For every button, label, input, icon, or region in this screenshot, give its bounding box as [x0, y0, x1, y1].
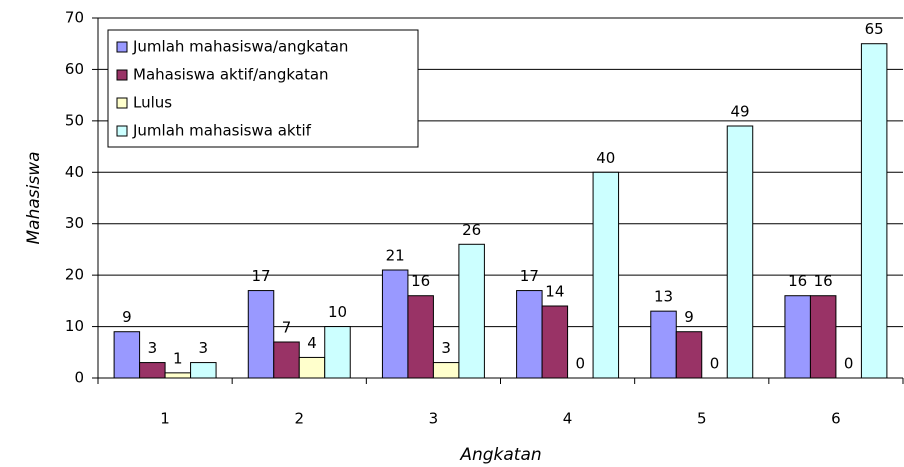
legend-swatch [116, 125, 128, 137]
data-label: 65 [865, 20, 884, 38]
data-label: 9 [684, 308, 694, 326]
y-tick-label: 20 [65, 266, 84, 284]
legend-label: Lulus [133, 94, 172, 112]
y-tick-label: 60 [65, 60, 84, 78]
data-label: 13 [654, 288, 673, 306]
bar [324, 326, 351, 379]
x-tick-label: 3 [429, 410, 439, 428]
data-label: 14 [545, 283, 564, 301]
data-label: 16 [814, 272, 833, 290]
data-label: 17 [251, 267, 270, 285]
data-label: 3 [441, 339, 451, 357]
data-label: 0 [844, 355, 854, 373]
legend-label: Jumlah mahasiswa/angkatan [132, 38, 348, 56]
y-axis-title: Mahasiswa [24, 151, 44, 244]
legend-label: Mahasiswa aktif/angkatan [133, 66, 329, 84]
bar [113, 331, 141, 379]
data-label: 49 [730, 103, 749, 121]
bar [164, 372, 192, 379]
bar [298, 356, 326, 379]
bar [726, 125, 754, 379]
bar [809, 295, 837, 379]
bar [273, 341, 300, 379]
y-tick-label: 30 [65, 214, 84, 232]
data-label: 1 [173, 349, 183, 367]
data-label: 16 [411, 272, 430, 290]
x-tick-label: 6 [831, 410, 841, 428]
bar [592, 171, 620, 379]
y-tick-label: 0 [74, 369, 84, 387]
data-label: 4 [307, 334, 317, 352]
legend-box [107, 29, 419, 148]
data-label: 3 [148, 339, 158, 357]
bar [860, 43, 888, 379]
data-label: 7 [282, 319, 292, 337]
bar [247, 290, 275, 379]
bar [458, 243, 485, 379]
y-tick-label: 40 [65, 163, 84, 181]
data-label: 0 [576, 355, 586, 373]
data-label: 16 [788, 272, 807, 290]
bar [190, 362, 217, 379]
data-label: 21 [386, 247, 405, 265]
data-label: 9 [122, 308, 132, 326]
x-tick-label: 5 [697, 410, 707, 428]
legend: Jumlah mahasiswa/angkatan Mahasiswa aktif… [107, 29, 419, 148]
data-label: 10 [328, 303, 347, 321]
bar [432, 362, 460, 379]
data-label: 26 [462, 221, 481, 239]
bar [675, 331, 703, 379]
bar [407, 295, 434, 379]
bar [650, 310, 677, 379]
x-tick-label: 4 [563, 410, 573, 428]
data-label: 0 [710, 355, 720, 373]
y-tick-label: 10 [65, 317, 84, 335]
x-tick-label: 2 [294, 410, 304, 428]
legend-label: Jumlah mahasiswa aktif [132, 122, 312, 140]
bar [784, 295, 811, 379]
legend-swatch [116, 69, 128, 81]
bar [516, 290, 543, 379]
bar [139, 362, 166, 379]
legend-swatch [116, 97, 128, 109]
legend-swatch [116, 41, 128, 53]
data-label: 3 [199, 339, 209, 357]
x-axis-title: Angkatan [459, 445, 541, 465]
bar [381, 269, 409, 379]
bar [541, 305, 569, 379]
data-label: 40 [596, 149, 615, 167]
data-label: 17 [520, 267, 539, 285]
x-tick-label: 1 [160, 410, 170, 428]
y-tick-label: 70 [65, 9, 84, 27]
y-tick-label: 50 [65, 111, 84, 129]
